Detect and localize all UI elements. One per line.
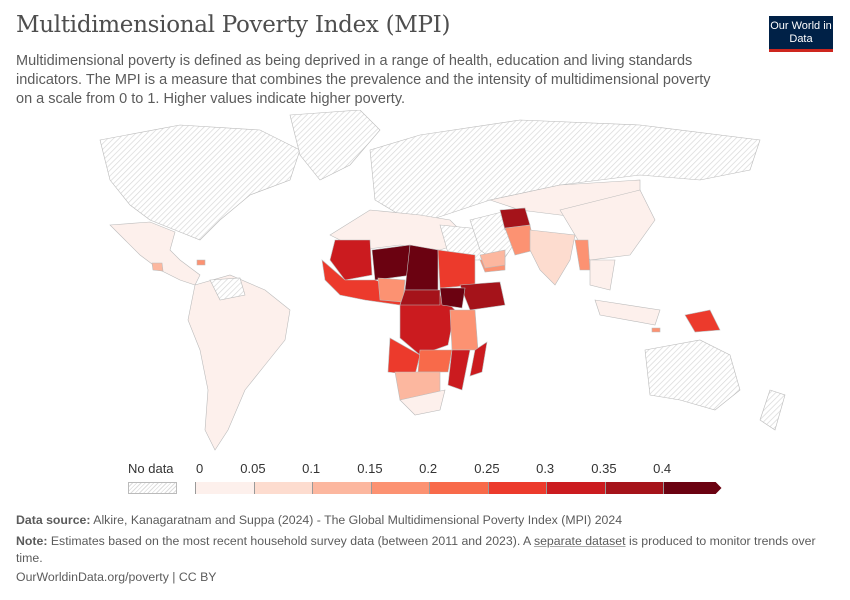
legend-tick-label: 0.3: [536, 461, 555, 476]
region-southeast-asia[interactable]: [589, 259, 616, 291]
legend-tick-label: 0.15: [357, 461, 383, 476]
legend-tick-label: 0.2: [419, 461, 438, 476]
legend-tick-label: 0.1: [302, 461, 321, 476]
region-indonesia[interactable]: [594, 299, 661, 326]
page-title: Multidimensional Poverty Index (MPI): [16, 12, 451, 38]
country-papua-new-guinea[interactable]: [684, 309, 721, 333]
country-mali[interactable]: [329, 239, 373, 281]
country-mozambique[interactable]: [447, 349, 471, 391]
legend-tick-label: 0.05: [240, 461, 266, 476]
country-car[interactable]: [399, 289, 441, 306]
region-greenland[interactable]: [289, 110, 381, 181]
legend-bin[interactable]: [487, 482, 546, 494]
note-text-end: is produced to monitor trends over time.: [16, 534, 816, 565]
legend-bin[interactable]: [663, 482, 722, 494]
subtitle: Multidimensional poverty is defined as b…: [16, 53, 711, 107]
region-australia[interactable]: [644, 339, 741, 411]
note-label: Note:: [16, 534, 48, 548]
separate-dataset-link[interactable]: separate dataset: [533, 534, 626, 548]
legend-tick-label: 0: [196, 461, 204, 476]
country-haiti[interactable]: [196, 259, 206, 266]
legend-bin[interactable]: [604, 482, 663, 494]
legend-tick-label: 0.4: [653, 461, 672, 476]
legend-no-data-label: No data: [128, 461, 174, 476]
footer-url[interactable]: OurWorldinData.org/poverty | CC BY: [16, 570, 217, 584]
legend-bin[interactable]: [253, 482, 312, 494]
country-yemen[interactable]: [479, 249, 506, 269]
legend-bin[interactable]: [370, 482, 429, 494]
country-zambia[interactable]: [417, 349, 453, 373]
logo-text: Our World in Data: [770, 20, 832, 45]
region-north-america[interactable]: [99, 124, 301, 241]
region-new-zealand[interactable]: [759, 389, 786, 431]
legend-bin[interactable]: [195, 482, 254, 494]
country-south-sudan[interactable]: [439, 287, 466, 309]
country-chad[interactable]: [404, 244, 439, 291]
legend-bin[interactable]: [312, 482, 371, 494]
country-myanmar[interactable]: [574, 239, 591, 271]
country-south-africa[interactable]: [399, 389, 446, 416]
country-niger[interactable]: [371, 244, 413, 281]
world-map[interactable]: [0, 110, 850, 460]
note: Note: Estimates based on the most recent…: [16, 533, 816, 567]
legend-bin[interactable]: [546, 482, 605, 494]
legend-no-data-swatch: [128, 482, 177, 494]
legend-tick-label: 0.25: [474, 461, 500, 476]
note-text: Estimates based on the most recent house…: [50, 534, 531, 548]
country-ethiopia[interactable]: [459, 281, 506, 311]
region-south-america[interactable]: [187, 274, 291, 451]
country-sudan[interactable]: [437, 249, 476, 289]
source-text: Alkire, Kanagaratnam and Suppa (2024) - …: [93, 513, 623, 527]
country-timor[interactable]: [651, 327, 661, 333]
region-mexico-central-america[interactable]: [109, 221, 201, 286]
owid-logo[interactable]: Our World in Data: [769, 16, 833, 52]
legend-bin[interactable]: [429, 482, 488, 494]
country-kenya-tanzania[interactable]: [449, 309, 479, 351]
country-madagascar[interactable]: [469, 341, 488, 377]
region-south-america-nodata[interactable]: [209, 277, 246, 301]
country-guatemala[interactable]: [151, 262, 164, 272]
country-nigeria[interactable]: [377, 277, 406, 303]
legend-tick-label: 0.35: [591, 461, 617, 476]
data-source: Data source: Alkire, Kanagaratnam and Su…: [16, 513, 622, 527]
country-india[interactable]: [529, 229, 576, 286]
source-label: Data source:: [16, 513, 91, 527]
